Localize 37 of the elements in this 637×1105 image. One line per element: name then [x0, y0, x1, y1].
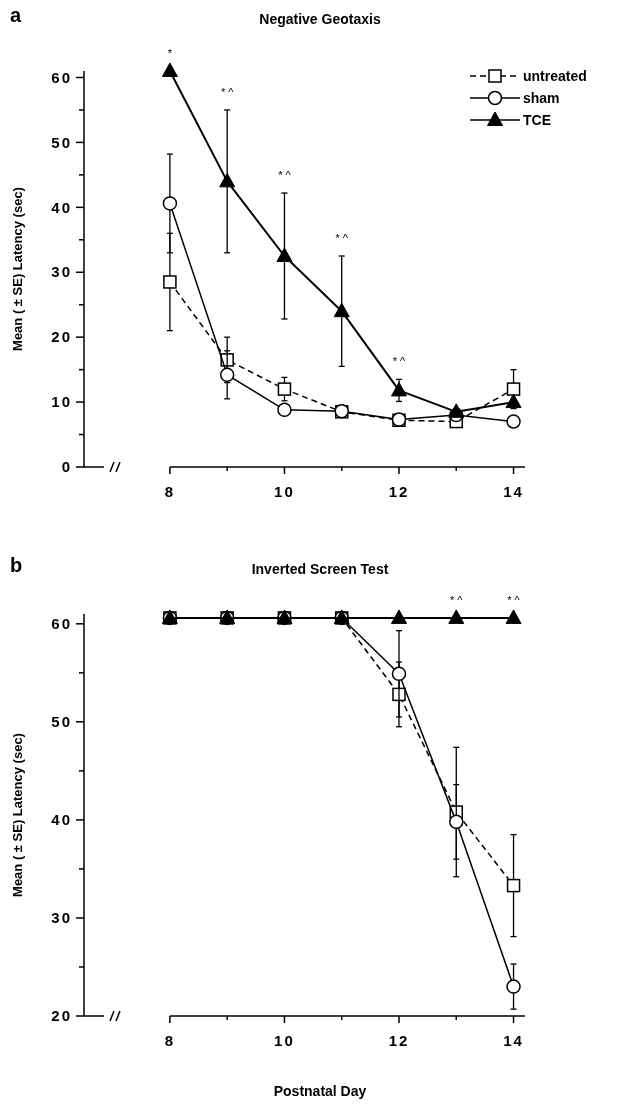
annotation: * ^ [507, 593, 521, 606]
y-tick-label: 50 [51, 133, 72, 151]
annotation: * ^ [220, 85, 235, 98]
y-tick-label: 10 [51, 393, 72, 411]
y-axis-title: Mean ( ± SE) Latency (sec) [10, 187, 25, 351]
y-axis-title: Mean ( ± SE) Latency (sec) [10, 733, 25, 897]
y-tick-label: 30 [51, 263, 72, 281]
x-tick-label: 10 [274, 1032, 295, 1049]
y-tick-label: 0 [61, 458, 72, 476]
legend-label: sham [523, 89, 560, 106]
legend-label: TCE [523, 111, 551, 128]
annotation: * ^ [335, 232, 349, 245]
annotation: * ^ [392, 355, 407, 368]
chart-title: Inverted Screen Test [251, 561, 389, 577]
x-tick-label: 14 [503, 1032, 524, 1049]
annotation: * ^ [278, 169, 292, 182]
x-tick-label: 12 [388, 483, 410, 500]
text: a [10, 4, 22, 26]
x-tick-label: 8 [164, 1032, 176, 1049]
y-tick-label: 20 [51, 1007, 72, 1025]
y-tick-label: 50 [51, 713, 72, 731]
text: b [10, 554, 23, 576]
legend-label: untreated [523, 67, 587, 84]
y-tick-label: 60 [51, 615, 72, 633]
chart-title: Negative Geotaxis [259, 11, 381, 27]
y-tick-label: 30 [51, 909, 72, 927]
x-axis-title: Postnatal Day [273, 1083, 367, 1099]
y-tick-label: 40 [51, 198, 72, 216]
y-tick-label: 40 [51, 811, 72, 829]
x-tick-label: 12 [388, 1032, 410, 1049]
x-tick-label: 14 [503, 483, 524, 500]
y-tick-label: 20 [51, 328, 72, 346]
y-tick-label: 60 [51, 68, 72, 86]
x-tick-label: 8 [164, 483, 176, 500]
x-tick-label: 10 [274, 483, 295, 500]
annotation: * [167, 47, 173, 59]
annotation: * ^ [450, 593, 464, 606]
